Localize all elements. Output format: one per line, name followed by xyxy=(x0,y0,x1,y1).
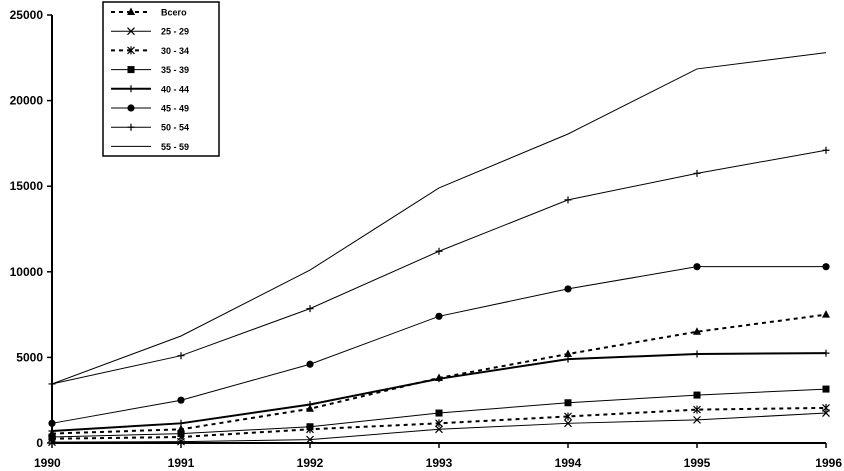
data-point xyxy=(435,312,443,320)
data-point xyxy=(127,46,135,55)
data-point xyxy=(127,7,135,15)
data-point xyxy=(693,327,701,335)
data-point xyxy=(435,425,443,434)
legend-label: 25 - 29 xyxy=(161,27,189,37)
series-1 xyxy=(48,310,830,437)
data-point xyxy=(693,263,701,271)
legend-entry: 40 - 44 xyxy=(111,84,189,94)
legend-label: 55 - 59 xyxy=(161,142,189,152)
data-point xyxy=(693,350,701,358)
series-4 xyxy=(48,385,830,441)
series-7 xyxy=(48,146,830,388)
x-tick-label: 1996 xyxy=(815,456,842,470)
data-point xyxy=(177,352,185,360)
series-line xyxy=(51,412,827,443)
data-point xyxy=(435,247,443,255)
legend-label: 35 - 39 xyxy=(161,65,189,75)
data-point xyxy=(127,104,135,112)
data-point xyxy=(127,85,135,93)
data-point xyxy=(822,263,830,271)
x-tick-label: 1993 xyxy=(426,456,453,470)
legend-label: 45 - 49 xyxy=(161,104,189,114)
y-tick-label: 0 xyxy=(36,436,43,450)
legend-entry: 30 - 34 xyxy=(111,46,189,56)
series-line xyxy=(51,52,827,385)
y-tick-label: 10000 xyxy=(10,265,44,279)
series-8 xyxy=(51,52,827,385)
data-point xyxy=(177,430,185,438)
series-5 xyxy=(48,349,830,435)
legend-entry: 25 - 29 xyxy=(111,27,189,37)
y-tick-label: 5000 xyxy=(16,350,43,364)
y-tick-label: 25000 xyxy=(10,8,44,22)
data-point xyxy=(564,196,572,204)
data-point xyxy=(306,360,314,368)
data-point xyxy=(306,400,314,408)
data-point xyxy=(127,66,135,74)
series-group xyxy=(48,52,830,447)
legend-label: 40 - 44 xyxy=(161,84,189,94)
data-point xyxy=(48,419,56,427)
data-point xyxy=(435,409,443,417)
series-line xyxy=(51,266,826,424)
data-point xyxy=(48,433,56,441)
data-point xyxy=(564,349,572,357)
data-point xyxy=(822,146,830,154)
legend-label: Всего xyxy=(161,8,187,18)
legend-entry: 55 - 59 xyxy=(111,142,189,152)
legend-entry: 35 - 39 xyxy=(111,65,189,75)
x-tick-label: 1995 xyxy=(684,456,711,470)
data-point xyxy=(177,419,185,427)
data-point xyxy=(822,385,830,393)
data-point xyxy=(693,391,701,399)
data-point xyxy=(435,375,443,383)
data-point xyxy=(564,355,572,363)
data-point xyxy=(127,27,135,36)
legend: Всего 25 - 29 30 - 34 35 - 39 40 - 44 45 - 49… xyxy=(102,1,220,157)
data-point xyxy=(177,396,185,404)
legend-entry: Всего xyxy=(111,7,187,18)
data-point xyxy=(564,285,572,293)
data-point xyxy=(693,169,701,177)
data-point xyxy=(564,419,572,428)
x-tick-label: 1994 xyxy=(555,456,582,470)
data-point xyxy=(693,405,701,414)
data-point xyxy=(48,427,56,435)
x-tick-label: 1990 xyxy=(34,456,61,470)
axes: 0 5000 10000 15000 20000 25000 1990 1991 1992 199… xyxy=(10,8,843,470)
data-point xyxy=(306,423,314,431)
data-point xyxy=(822,349,830,357)
legend-box xyxy=(102,1,220,157)
legend-entry: 50 - 54 xyxy=(111,123,189,133)
series-6 xyxy=(48,263,830,427)
data-point xyxy=(822,310,830,318)
data-point xyxy=(564,399,572,407)
data-point xyxy=(564,412,572,421)
legend-entry: 45 - 49 xyxy=(111,104,189,114)
data-point xyxy=(306,305,314,313)
y-tick-label: 20000 xyxy=(10,94,44,108)
data-point xyxy=(306,435,314,444)
y-tick-label: 15000 xyxy=(10,179,44,193)
data-point xyxy=(822,403,830,412)
data-point xyxy=(435,419,443,428)
data-point xyxy=(127,123,135,131)
x-tick-label: 1991 xyxy=(168,456,195,470)
legend-label: 30 - 34 xyxy=(161,46,189,56)
x-tick-label: 1992 xyxy=(297,456,324,470)
data-point xyxy=(693,415,701,424)
data-point xyxy=(306,404,314,412)
legend-label: 50 - 54 xyxy=(161,123,189,133)
